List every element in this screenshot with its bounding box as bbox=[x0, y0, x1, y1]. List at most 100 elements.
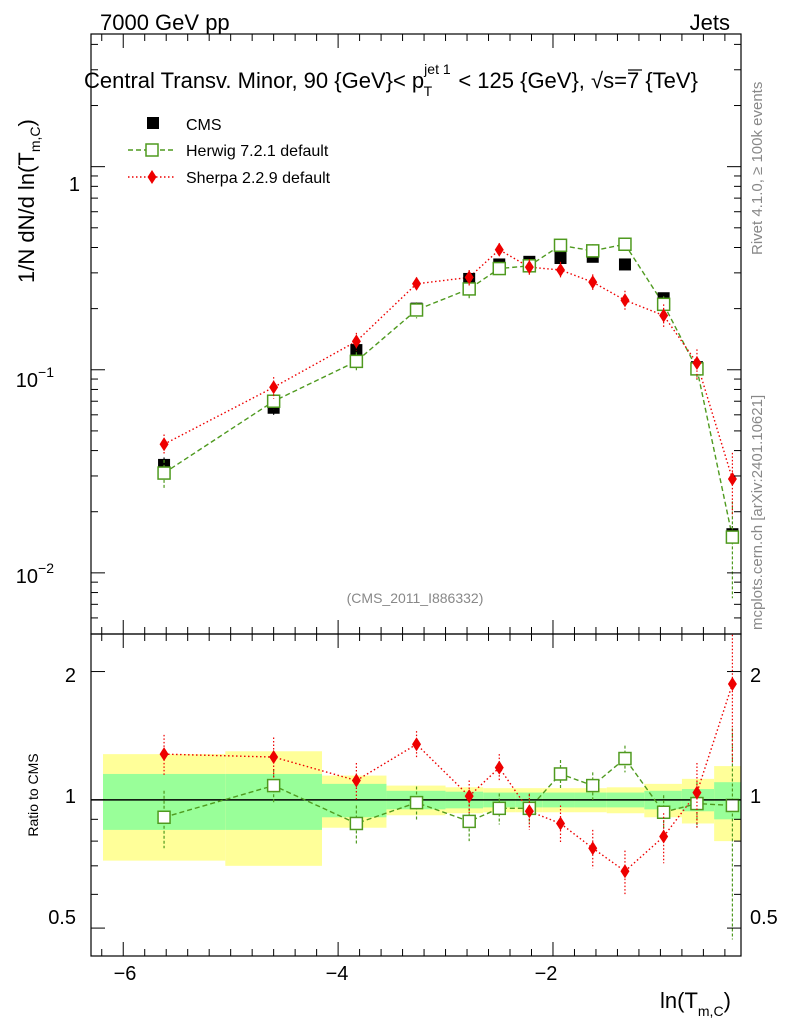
cms-point bbox=[350, 344, 363, 357]
sherpa-point bbox=[524, 260, 534, 275]
plot-title: Central Transv. Minor, 90 {GeV}< pjet 1 T… bbox=[84, 61, 698, 99]
herwig-point bbox=[725, 530, 740, 544]
ratio-herwig-point bbox=[656, 805, 671, 820]
ratio-ytick-1-right: 1 bbox=[750, 786, 761, 808]
ratio-sherpa-point bbox=[620, 864, 630, 879]
sherpa-line bbox=[163, 248, 734, 480]
ratio-herwig-point bbox=[725, 798, 740, 813]
xtick-label-minus4: −4 bbox=[326, 963, 349, 985]
xtick-label-minus2: −2 bbox=[535, 963, 558, 985]
legend-marker-herwig bbox=[145, 143, 159, 157]
title-sub: T bbox=[424, 83, 433, 99]
ratio-sherpa-point bbox=[727, 676, 737, 691]
ytick-0.01-exp: −2 bbox=[38, 560, 54, 576]
sherpa-point bbox=[351, 334, 361, 349]
ratio-sherpa-point bbox=[159, 747, 169, 762]
ytick-label-1: 1 bbox=[69, 174, 80, 196]
title-sup: jet 1 bbox=[423, 61, 451, 77]
y-axis-label: 1/N dN/d ln(Tm,C) bbox=[14, 119, 43, 283]
sherpa-point bbox=[620, 293, 630, 308]
title-prefix: Central Transv. Minor, 90 {GeV}< p bbox=[84, 68, 424, 93]
ratio-sherpa-point bbox=[556, 816, 566, 831]
sherpa-point bbox=[464, 270, 474, 285]
axes bbox=[90, 33, 742, 957]
ratio-ytick-2: 2 bbox=[65, 665, 76, 687]
ratio-sherpa-point bbox=[412, 737, 422, 752]
ytick-label-0.1: 10−1 bbox=[16, 364, 54, 392]
header-right: Jets bbox=[690, 10, 730, 35]
herwig-point bbox=[157, 466, 171, 480]
title-suffix: =7 {TeV} bbox=[614, 68, 698, 93]
ratio-ytick-0.5: 0.5 bbox=[48, 907, 76, 929]
legend-label-herwig: Herwig 7.2.1 default bbox=[186, 143, 329, 160]
ratio-herwig-point bbox=[266, 778, 281, 793]
ratio-sherpa-point bbox=[692, 785, 702, 800]
ytick-0.1-base: 10 bbox=[16, 370, 38, 392]
sherpa-point bbox=[494, 242, 504, 257]
ratio-ytick-1: 1 bbox=[65, 786, 76, 808]
ratio-sherpa-point bbox=[351, 773, 361, 788]
ratio-herwig-point bbox=[553, 767, 568, 781]
ratio-frame bbox=[90, 633, 742, 957]
legend-marker-cms bbox=[147, 117, 159, 129]
ratio-herwig-point bbox=[462, 814, 476, 829]
ratio-ytick-2-right: 2 bbox=[750, 665, 761, 687]
xlabel-sub: m,C bbox=[698, 1003, 724, 1019]
sherpa-point bbox=[159, 437, 169, 452]
ratio-herwig-point bbox=[492, 801, 507, 816]
analysis-watermark: (CMS_2011_I886332) bbox=[347, 590, 484, 606]
title-s: s bbox=[603, 68, 614, 93]
xlabel-prefix: ln(T bbox=[660, 988, 698, 1013]
ytick-label-0.01: 10−2 bbox=[16, 560, 54, 588]
ylabel-sub: m,C bbox=[27, 127, 43, 153]
herwig-line bbox=[163, 243, 734, 538]
sherpa-point bbox=[692, 355, 702, 370]
legend: CMS Herwig 7.2.1 default Sherpa 2.2.9 de… bbox=[128, 117, 331, 187]
ylabel-prefix: 1/N dN/d ln(T bbox=[14, 152, 39, 283]
xtick-label-minus6: −6 bbox=[114, 963, 137, 985]
sherpa-point bbox=[269, 380, 279, 395]
herwig-point bbox=[266, 394, 281, 408]
ratio-sherpa-point bbox=[269, 750, 279, 765]
herwig-point bbox=[585, 244, 600, 258]
sherpa-point bbox=[412, 276, 422, 291]
ratio-sherpa-point bbox=[524, 804, 534, 819]
ratio-sherpa-point bbox=[464, 789, 474, 804]
ratio-plot bbox=[91, 634, 741, 940]
ylabel-suffix: ) bbox=[14, 119, 39, 126]
legend-label-cms: CMS bbox=[186, 117, 222, 134]
ratio-herwig-point bbox=[157, 810, 171, 825]
herwig-point bbox=[349, 354, 364, 369]
ytick-0.01-base: 10 bbox=[16, 566, 38, 588]
main-plot bbox=[157, 237, 740, 599]
cms-point bbox=[554, 252, 567, 265]
x-axis-label: ln(Tm,C) bbox=[660, 988, 731, 1019]
title-mid: < 125 {GeV}, bbox=[452, 68, 591, 93]
ytick-0.1-exp: −1 bbox=[38, 364, 54, 380]
legend-label-sherpa: Sherpa 2.2.9 default bbox=[186, 170, 331, 187]
herwig-point bbox=[618, 237, 632, 251]
sherpa-point bbox=[727, 471, 737, 486]
ratio-y-axis-label: Ratio to CMS bbox=[25, 753, 41, 836]
ratio-ytick-0.5-right: 0.5 bbox=[750, 907, 778, 929]
ratio-herwig-point bbox=[409, 795, 424, 810]
sherpa-point bbox=[556, 262, 566, 277]
ratio-sherpa-point bbox=[659, 829, 669, 844]
title-sqrt: √ bbox=[591, 68, 604, 93]
ratio-sherpa-point bbox=[588, 841, 598, 856]
ratio-herwig-point bbox=[349, 816, 364, 831]
ratio-sherpa-point bbox=[494, 760, 504, 775]
herwig-point bbox=[553, 238, 568, 253]
ratio-band-inner bbox=[321, 783, 387, 818]
herwig-point bbox=[492, 261, 507, 276]
ratio-herwig-point bbox=[585, 778, 600, 793]
header-left: 7000 GeV pp bbox=[100, 10, 230, 35]
herwig-point bbox=[409, 303, 424, 317]
cms-point bbox=[618, 258, 631, 271]
legend-marker-sherpa bbox=[147, 170, 157, 184]
sherpa-point bbox=[659, 308, 669, 323]
ratio-herwig-point bbox=[618, 751, 632, 766]
sherpa-point bbox=[588, 275, 598, 290]
rivet-label: Rivet 4.1.0, ≥ 100k events bbox=[749, 82, 766, 255]
